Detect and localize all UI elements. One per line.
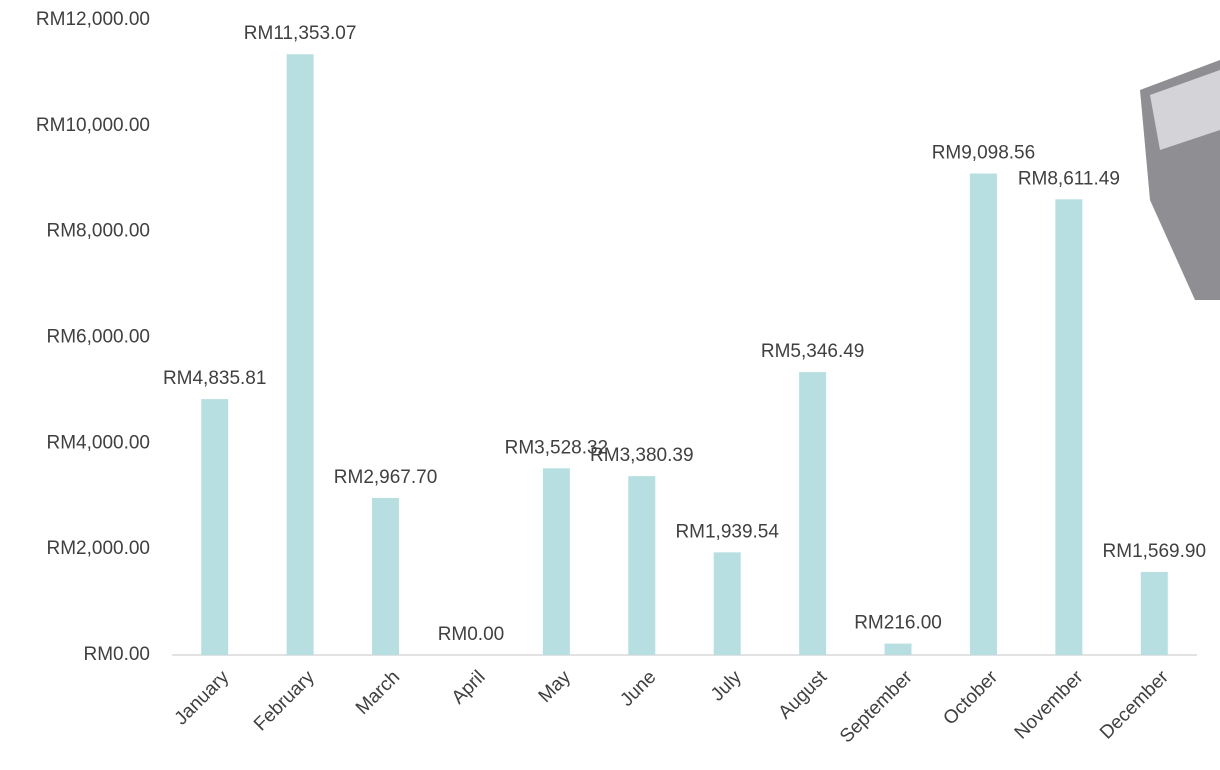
x-tick-label: May	[535, 666, 576, 707]
x-tick-label: September	[836, 666, 917, 747]
bar	[713, 552, 741, 655]
photo-highlight	[1150, 70, 1220, 150]
bar	[286, 54, 314, 655]
bar	[799, 372, 827, 655]
y-tick-label: RM4,000.00	[46, 432, 150, 453]
data-label: RM8,611.49	[1018, 168, 1120, 189]
y-tick-label: RM6,000.00	[46, 327, 150, 348]
x-tick-label: June	[616, 667, 660, 711]
data-label: RM3,528.32	[505, 437, 609, 458]
data-label: RM1,939.54	[675, 521, 779, 542]
x-tick-label: December	[1096, 666, 1173, 743]
bar	[1055, 199, 1083, 655]
data-label: RM4,835.81	[163, 368, 267, 389]
y-tick-label: RM10,000.00	[36, 115, 150, 136]
y-tick-label: RM0.00	[83, 644, 150, 665]
x-tick-label: February	[250, 666, 319, 735]
data-label: RM2,967.70	[334, 467, 438, 488]
x-tick-label: August	[775, 666, 832, 723]
bar	[372, 497, 400, 655]
x-tick-label: January	[171, 666, 234, 729]
y-tick-label: RM2,000.00	[46, 538, 150, 559]
decorative-photo	[1140, 60, 1220, 300]
bar	[969, 173, 997, 655]
bar	[1140, 571, 1168, 655]
bar	[542, 468, 570, 655]
data-label: RM9,098.56	[932, 143, 1036, 164]
y-tick-label: RM8,000.00	[46, 221, 150, 242]
bar	[628, 476, 656, 655]
x-tick-label: October	[939, 666, 1002, 729]
bar	[201, 399, 229, 655]
x-tick-label: November	[1011, 666, 1088, 743]
data-label: RM3,380.39	[590, 445, 694, 466]
data-label: RM11,353.07	[244, 23, 357, 44]
data-label: RM0.00	[438, 624, 505, 645]
y-tick-label: RM12,000.00	[36, 9, 150, 30]
x-tick-label: April	[448, 667, 490, 709]
data-label: RM1,569.90	[1103, 541, 1207, 562]
bar	[884, 643, 912, 655]
x-tick-label: July	[707, 666, 746, 705]
x-tick-label: March	[352, 667, 404, 719]
data-label: RM216.00	[854, 613, 942, 634]
data-label: RM5,346.49	[761, 341, 865, 362]
